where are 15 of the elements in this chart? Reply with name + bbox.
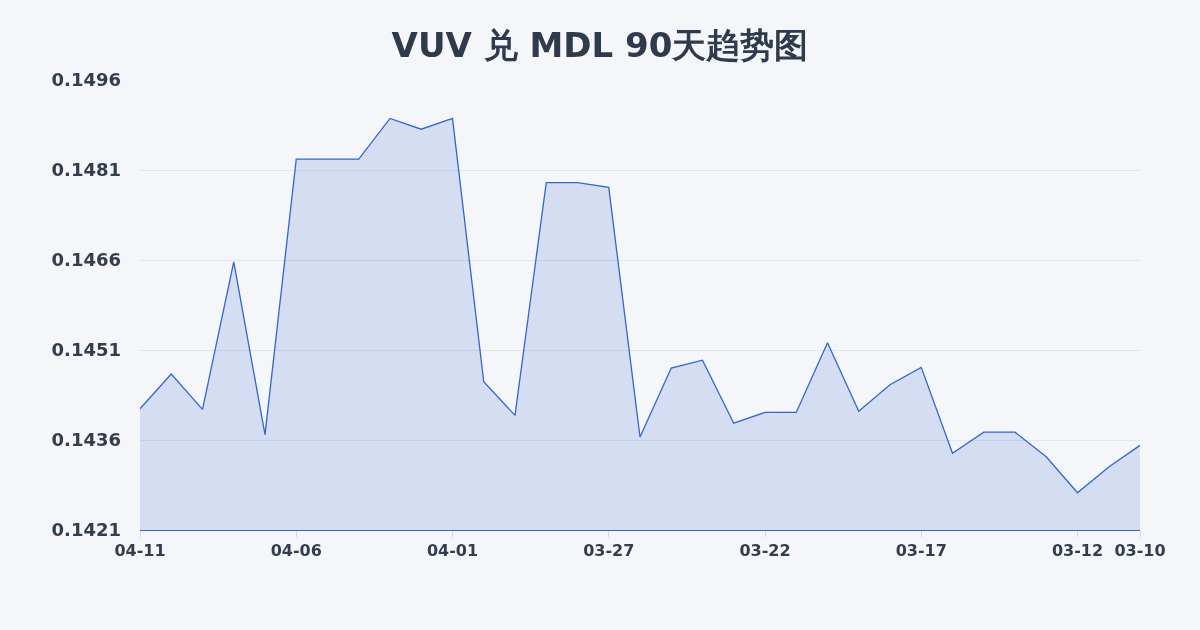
x-tick-label: 03-22 <box>739 541 791 561</box>
x-tick-label: 03-12 <box>1051 541 1104 561</box>
y-tick-label: 0.1496 <box>51 69 121 91</box>
y-tick-label: 0.1466 <box>51 249 121 271</box>
y-tick-label: 0.1421 <box>51 519 121 541</box>
y-tick-label: 0.1436 <box>51 429 121 451</box>
chart-title: VUV 兑 MDL 90天趋势图 <box>391 24 809 65</box>
x-tick-label: 04-01 <box>426 541 479 561</box>
y-tick-label: 0.1451 <box>51 339 121 361</box>
x-tick-label: 04-11 <box>114 541 166 561</box>
x-tick-label: 03-10 <box>1114 541 1166 561</box>
x-tick-label: 04-06 <box>270 541 322 561</box>
y-tick-label: 0.1481 <box>51 159 121 181</box>
x-tick-label: 03-27 <box>583 541 635 561</box>
x-tick-label: 03-17 <box>895 541 947 561</box>
